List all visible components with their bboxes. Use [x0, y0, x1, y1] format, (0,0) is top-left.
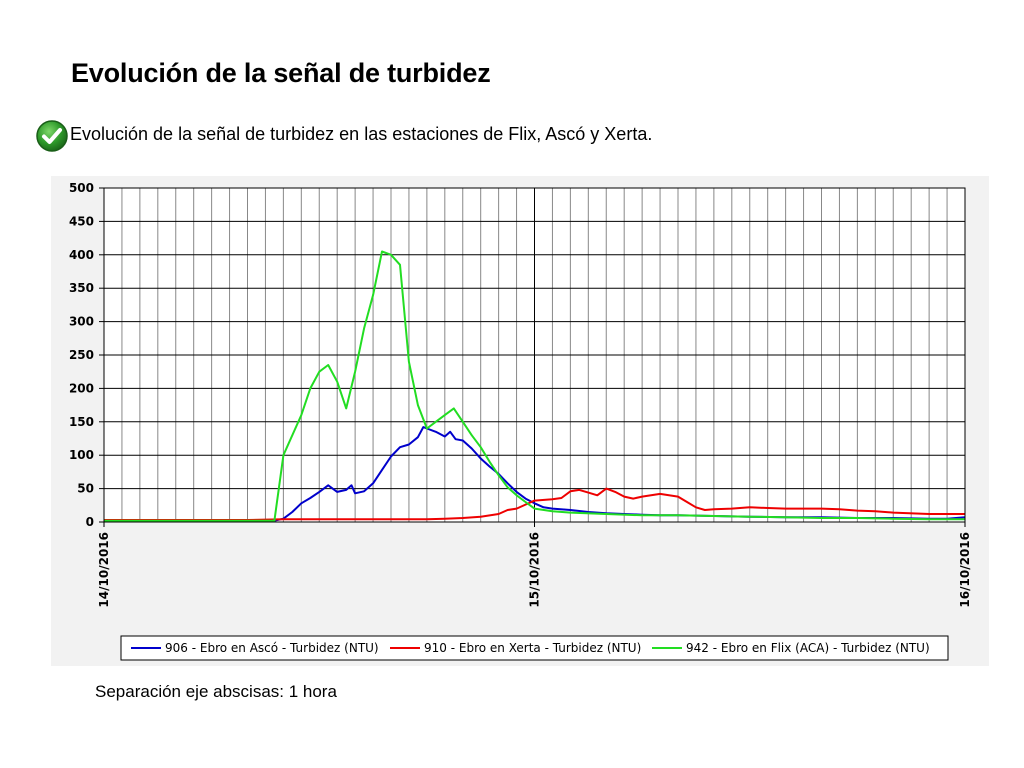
grid: [103, 187, 966, 523]
y-tick-label: 100: [69, 448, 94, 462]
turbidity-chart: 0 50 100 150 200 250 300 350 400 450 500 14/10/201…: [51, 176, 989, 666]
y-axis: 0 50 100 150 200 250 300 350 400 450 500: [69, 181, 104, 529]
legend: 906 - Ebro en Ascó - Turbidez (NTU) 910 -…: [120, 635, 949, 661]
page-title: Evolución de la señal de turbidez: [71, 58, 491, 88]
x-tick-label: 14/10/2016: [97, 532, 111, 608]
bullet-text: Evolución de la señal de turbidez en las…: [70, 124, 653, 144]
legend-label: 942 - Ebro en Flix (ACA) - Turbidez (NTU…: [686, 641, 930, 655]
series-line: [104, 487, 965, 521]
x-tick-label: 16/10/2016: [958, 532, 972, 608]
axis-note: Separación eje abscisas: 1 hora: [95, 682, 337, 701]
y-tick-label: 50: [77, 482, 94, 496]
series-line: [104, 250, 965, 522]
series-group: [103, 250, 966, 522]
legend-box: [120, 635, 949, 661]
y-tick-label: 450: [69, 214, 94, 228]
x-axis: 14/10/2016 15/10/2016 16/10/2016: [97, 522, 972, 608]
y-tick-label: 200: [69, 381, 94, 395]
x-tick-label: 15/10/2016: [528, 532, 542, 608]
legend-label: 910 - Ebro en Xerta - Turbidez (NTU): [424, 641, 641, 655]
checkmark-circle-icon: [36, 120, 68, 152]
y-tick-label: 350: [69, 281, 94, 295]
legend-label: 906 - Ebro en Ascó - Turbidez (NTU): [165, 641, 379, 655]
y-tick-label: 250: [69, 348, 94, 362]
y-tick-label: 500: [69, 181, 94, 195]
plot-frame: [103, 187, 966, 523]
y-tick-label: 150: [69, 415, 94, 429]
y-tick-label: 400: [69, 248, 94, 262]
y-tick-label: 300: [69, 315, 94, 329]
chart-svg: 0 50 100 150 200 250 300 350 400 450 500 14/10/201…: [51, 176, 989, 666]
y-tick-label: 0: [86, 515, 94, 529]
